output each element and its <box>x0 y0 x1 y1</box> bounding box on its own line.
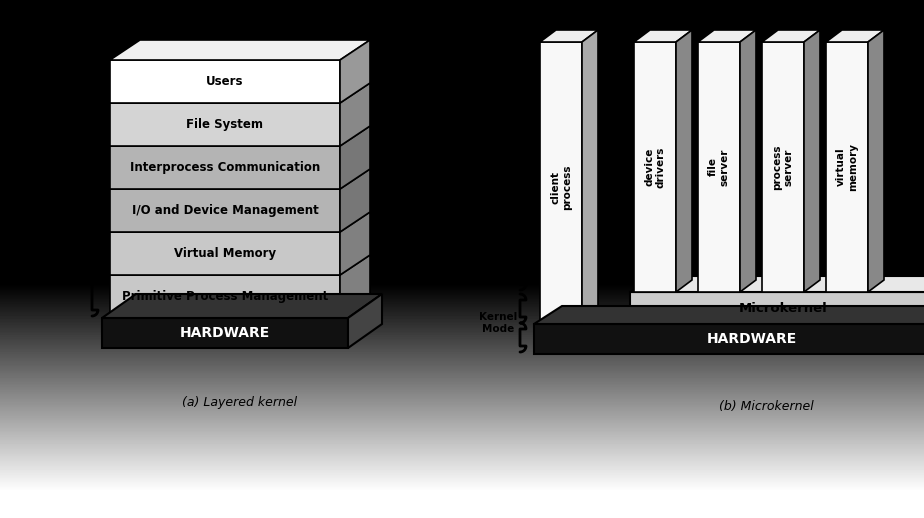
Polygon shape <box>540 42 582 332</box>
Text: Kernel
Mode: Kernel Mode <box>479 312 517 334</box>
Text: Primitive Process Management: Primitive Process Management <box>122 290 328 303</box>
Polygon shape <box>340 212 370 275</box>
Text: ...: ... <box>606 178 626 196</box>
Polygon shape <box>110 169 370 189</box>
Polygon shape <box>340 83 370 146</box>
Polygon shape <box>102 294 382 318</box>
Text: Users: Users <box>206 75 244 88</box>
Text: I/O and Device Management: I/O and Device Management <box>131 204 319 217</box>
Polygon shape <box>634 30 692 42</box>
Polygon shape <box>586 320 924 332</box>
Polygon shape <box>102 318 348 348</box>
Text: User
Mode: User Mode <box>485 156 517 178</box>
Polygon shape <box>740 30 756 292</box>
Polygon shape <box>110 189 340 232</box>
Polygon shape <box>110 83 370 103</box>
Polygon shape <box>110 60 340 103</box>
Polygon shape <box>698 42 740 292</box>
Text: (a) Layered kernel: (a) Layered kernel <box>182 396 298 409</box>
Text: Kernel
Mode: Kernel Mode <box>52 200 91 221</box>
Polygon shape <box>676 30 692 292</box>
Text: client
process: client process <box>550 164 572 210</box>
Text: (b) Microkernel: (b) Microkernel <box>719 400 813 413</box>
Polygon shape <box>630 276 924 292</box>
Polygon shape <box>534 324 924 354</box>
Text: file
server: file server <box>708 148 730 185</box>
Polygon shape <box>630 292 924 324</box>
Polygon shape <box>534 306 924 324</box>
Text: User
Mode: User Mode <box>58 70 91 92</box>
Polygon shape <box>340 255 370 318</box>
Text: Interprocess Communication: Interprocess Communication <box>130 161 320 174</box>
Polygon shape <box>110 232 340 275</box>
Polygon shape <box>582 30 598 332</box>
Polygon shape <box>868 30 884 292</box>
Text: process
server: process server <box>772 144 794 190</box>
Polygon shape <box>762 30 820 42</box>
Text: File System: File System <box>187 118 263 131</box>
Text: Virtual Memory: Virtual Memory <box>174 247 276 260</box>
Polygon shape <box>110 103 340 146</box>
Polygon shape <box>110 40 370 60</box>
Polygon shape <box>826 42 868 292</box>
Polygon shape <box>826 30 884 42</box>
Polygon shape <box>110 275 340 318</box>
Polygon shape <box>804 30 820 292</box>
Text: virtual
memory: virtual memory <box>836 143 857 191</box>
Polygon shape <box>340 126 370 189</box>
Polygon shape <box>340 169 370 232</box>
Polygon shape <box>110 146 340 189</box>
Polygon shape <box>540 30 598 42</box>
Polygon shape <box>634 42 676 292</box>
Polygon shape <box>110 126 370 146</box>
Polygon shape <box>762 42 804 292</box>
Polygon shape <box>698 30 756 42</box>
Polygon shape <box>340 40 370 103</box>
Text: HARDWARE: HARDWARE <box>180 326 270 340</box>
Text: HARDWARE: HARDWARE <box>707 332 797 346</box>
Polygon shape <box>348 294 382 348</box>
Text: device
drivers: device drivers <box>644 146 666 188</box>
Polygon shape <box>110 212 370 232</box>
Text: Microkernel: Microkernel <box>738 301 827 314</box>
Polygon shape <box>110 255 370 275</box>
